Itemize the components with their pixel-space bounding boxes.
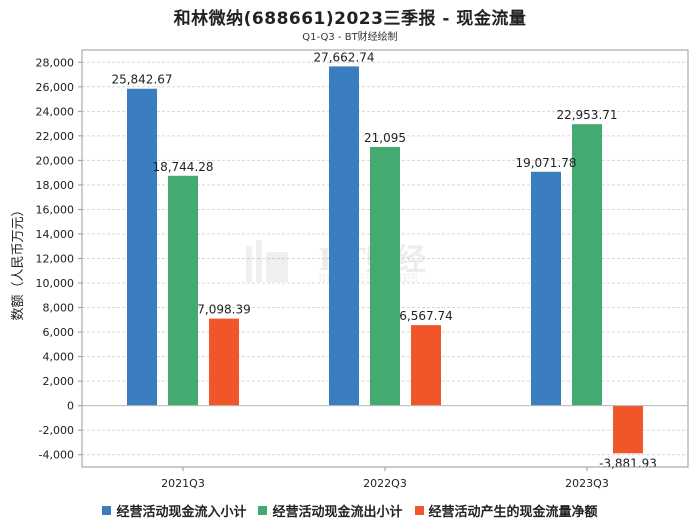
- data-label: 18,744.28: [152, 160, 213, 174]
- y-tick-label: 16,000: [36, 203, 75, 216]
- y-tick-label: -2,000: [39, 424, 74, 437]
- bar: [411, 325, 441, 406]
- data-label: 27,662.74: [313, 50, 374, 64]
- y-tick-label: -4,000: [39, 449, 74, 462]
- y-tick-label: 10,000: [36, 277, 75, 290]
- bar: [127, 88, 157, 406]
- legend-label: 经营活动产生的现金流量净额: [428, 504, 598, 520]
- data-label: 6,567.74: [399, 309, 452, 323]
- y-tick-label: 6,000: [43, 326, 75, 339]
- x-tick-label: 2021Q3: [161, 477, 205, 490]
- bar: [531, 171, 561, 406]
- legend-item: 经营活动现金流出小计: [258, 501, 403, 520]
- legend-label: 经营活动现金流入小计: [116, 504, 247, 520]
- bar: [572, 124, 602, 406]
- y-tick-label: 0: [67, 400, 74, 413]
- legend-item: 经营活动现金流入小计: [102, 501, 246, 520]
- axes: 2021Q3 2022Q3 2023Q3: [81, 49, 689, 490]
- bar: [168, 175, 198, 406]
- data-label: 21,095: [364, 131, 406, 145]
- x-tick-label: 2022Q3: [363, 477, 407, 490]
- bars: [127, 66, 643, 454]
- x-tick-label: 2023Q3: [565, 477, 609, 490]
- chart-title: 和林微纳(688661)2023三季报 - 现金流量: [173, 9, 527, 29]
- bar: [329, 66, 359, 406]
- legend-label: 经营活动现金流出小计: [272, 504, 403, 520]
- y-tick-label: 24,000: [36, 105, 75, 118]
- data-label: -3,881.93: [599, 456, 657, 470]
- y-tick-label: 2,000: [43, 375, 75, 388]
- legend-swatch: [258, 505, 268, 515]
- legend: 经营活动现金流入小计 经营活动现金流出小计 经营活动产生的现金流量净额: [0, 500, 700, 520]
- y-tick-label: 8,000: [43, 302, 75, 315]
- data-label: 25,842.67: [111, 73, 172, 87]
- y-tick-label: 18,000: [36, 179, 75, 192]
- bar-chart: BT财经 BUSINESSTIMES 28,00026,00024,00022,…: [11, 49, 689, 490]
- y-tick-label: 26,000: [36, 81, 75, 94]
- data-label: 22,953.71: [556, 108, 617, 122]
- y-tick-label: 12,000: [36, 253, 75, 266]
- legend-swatch: [414, 505, 424, 515]
- data-label: 19,071.78: [515, 156, 576, 170]
- y-axis-ticks: 28,000 26,000 24,000 22,000 20,000 18,000 16,0…: [36, 56, 82, 462]
- chart-subtitle: Q1-Q3 - BT财经绘制: [302, 32, 398, 43]
- y-tick-label: 4,000: [43, 351, 75, 364]
- y-tick-label: 14,000: [36, 228, 75, 241]
- bar: [613, 405, 643, 454]
- y-axis-title: 数额（人民币万元）: [11, 203, 26, 320]
- legend-swatch: [102, 505, 112, 515]
- legend-item: 经营活动产生的现金流量净额: [414, 501, 598, 520]
- y-tick-label: 22,000: [36, 130, 75, 143]
- bar: [209, 318, 239, 406]
- y-tick-label: 20,000: [36, 154, 75, 167]
- data-label: 7,098.39: [197, 303, 250, 317]
- y-tick-label: 28,000: [36, 56, 75, 69]
- bar: [370, 146, 400, 406]
